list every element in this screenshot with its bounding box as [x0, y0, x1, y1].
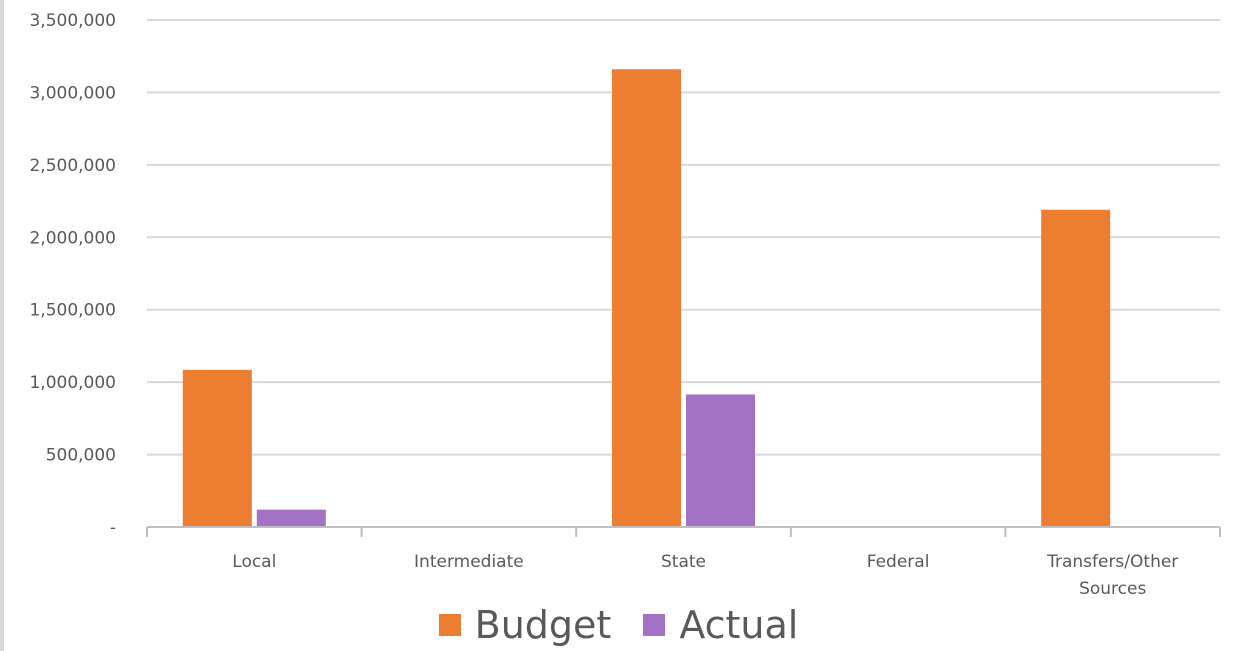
legend-item-actual: Actual [643, 606, 798, 644]
y-tick-label: 1,500,000 [29, 301, 116, 321]
x-axis-ticks: Local Intermediate State Federal Transfers/O… [232, 552, 1178, 599]
y-tick-label: 2,500,000 [29, 156, 116, 176]
y-tick-label: 500,000 [46, 446, 116, 466]
x-tick-label: Sources [1079, 579, 1146, 599]
gridlines [147, 19, 1220, 456]
y-axis-ticks: - 500,000 1,000,000 1,500,000 2,000,000 2,500… [29, 11, 116, 538]
x-tick-label: Intermediate [414, 552, 524, 572]
x-tick-label: Federal [867, 552, 930, 572]
legend-swatch-budget [438, 614, 461, 636]
x-tick-label: State [661, 552, 706, 572]
bar-budget-2 [612, 69, 681, 527]
x-tick-label: Local [232, 552, 276, 572]
left-border [0, 0, 4, 651]
axes [146, 526, 1221, 537]
legend-swatch-actual [643, 614, 666, 636]
bar-budget-4 [1041, 209, 1111, 527]
y-tick-label: - [110, 518, 116, 538]
bar-budget-0 [182, 369, 252, 527]
y-tick-label: 2,000,000 [29, 228, 116, 248]
y-tick-label: 1,000,000 [29, 373, 116, 393]
bar-actual-2 [686, 394, 755, 527]
bar-actual-0 [256, 509, 326, 527]
legend-item-budget: Budget [438, 603, 612, 647]
x-tick-label: Transfers/Other [1046, 552, 1178, 572]
y-tick-label: 3,000,000 [29, 83, 116, 103]
legend: Budget Actual [0, 602, 1237, 648]
legend-label-budget: Budget [474, 603, 612, 647]
legend-label-actual: Actual [679, 603, 799, 647]
y-tick-label: 3,500,000 [29, 11, 116, 31]
bar-chart: - 500,000 1,000,000 1,500,000 2,000,000 2,500… [29, 11, 1221, 599]
bars [182, 69, 1111, 527]
